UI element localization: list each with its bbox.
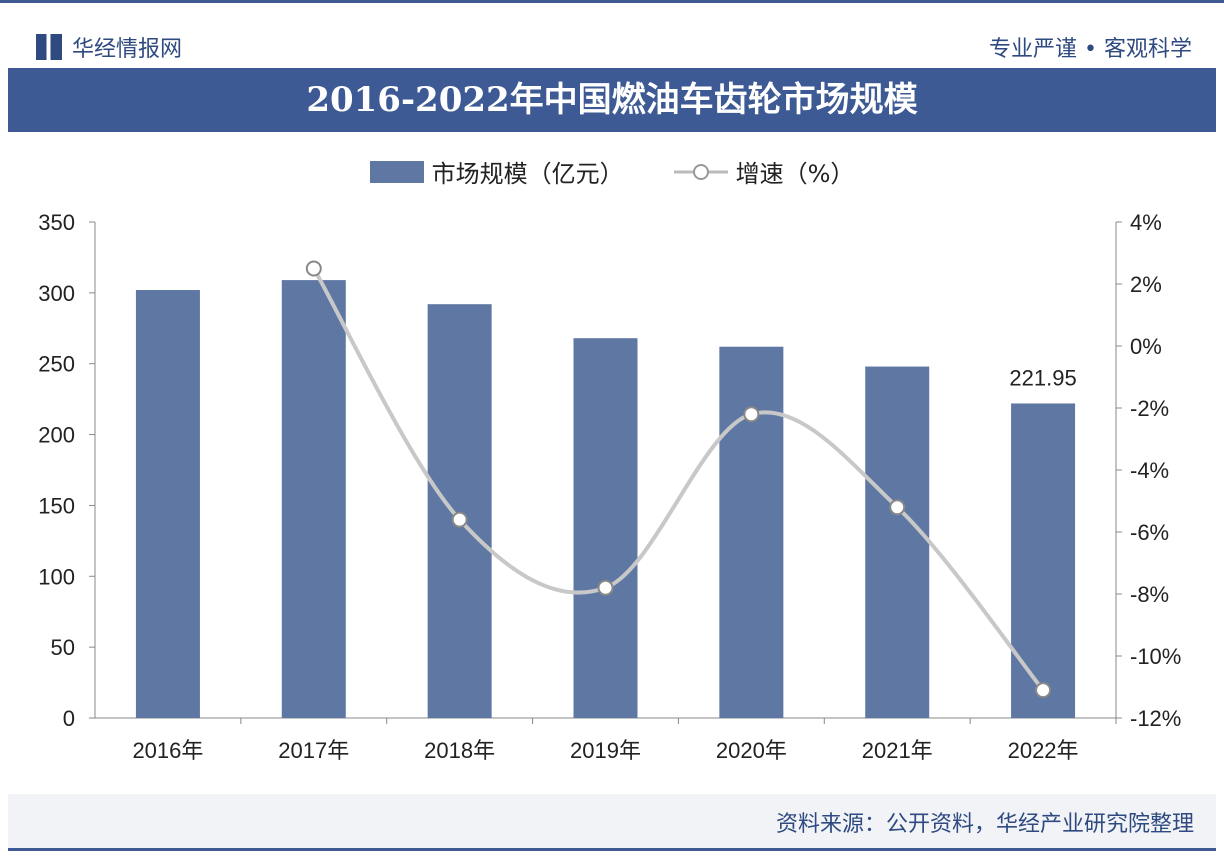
- left-tick-label: 150: [38, 493, 75, 518]
- slogan: 专业严谨 • 客观科学: [989, 37, 1192, 62]
- line-swatch: [673, 163, 728, 180]
- logo-icon: [36, 34, 62, 60]
- legend-bar-label: 市场规模（亿元）: [431, 160, 624, 188]
- right-tick-label: 2%: [1130, 272, 1162, 297]
- bar: [281, 280, 346, 718]
- logo-text: 华经情报网: [72, 37, 183, 62]
- left-tick-label: 250: [38, 352, 75, 377]
- growth-point: [1035, 682, 1052, 699]
- legend-line: 增速（%）: [673, 154, 855, 189]
- bar: [719, 346, 784, 718]
- x-tick-label: 2018年: [424, 738, 495, 763]
- left-tick-label: 350: [38, 210, 75, 235]
- growth-point: [743, 406, 760, 423]
- left-tick-label: 50: [51, 635, 75, 660]
- left-tick-label: 0: [63, 706, 75, 731]
- legend-line-label: 增速（%）: [735, 160, 855, 188]
- right-tick-label: -10%: [1130, 644, 1181, 669]
- source-note: 资料来源：公开资料，华经产业研究院整理: [775, 812, 1194, 837]
- legend-bar: 市场规模（亿元）: [369, 154, 624, 189]
- footer: 资料来源：公开资料，华经产业研究院整理: [8, 794, 1216, 851]
- growth-line: [312, 267, 1045, 692]
- x-tick-label: 2022年: [1008, 738, 1079, 763]
- chart-title: 2016-2022年中国燃油车齿轮市场规模: [8, 68, 1216, 132]
- growth-point: [889, 499, 906, 516]
- growth-point: [305, 260, 322, 277]
- x-tick-label: 2016年: [132, 738, 203, 763]
- right-tick-label: -6%: [1130, 520, 1169, 545]
- x-tick-label: 2020年: [716, 738, 787, 763]
- x-tick-label: 2021年: [862, 738, 933, 763]
- bar: [1011, 403, 1076, 718]
- bar: [573, 338, 638, 718]
- growth-point: [597, 579, 614, 596]
- left-tick-label: 100: [38, 564, 75, 589]
- left-tick-label: 300: [38, 281, 75, 306]
- right-tick-label: -8%: [1130, 582, 1169, 607]
- bar: [865, 366, 930, 718]
- data-label: 221.95: [1009, 365, 1076, 390]
- bar: [135, 290, 200, 718]
- logo: 华经情报网: [36, 31, 182, 63]
- right-tick-label: -2%: [1130, 396, 1169, 421]
- right-tick-label: -12%: [1130, 706, 1181, 731]
- bar-swatch: [369, 160, 424, 183]
- legend: 市场规模（亿元） 增速（%）: [0, 154, 1224, 189]
- left-tick-label: 200: [38, 423, 75, 448]
- bar: [427, 304, 492, 718]
- growth-point: [451, 511, 468, 528]
- x-tick-label: 2017年: [278, 738, 349, 763]
- x-tick-label: 2019年: [570, 738, 641, 763]
- right-tick-label: 4%: [1130, 210, 1162, 235]
- right-tick-label: -4%: [1130, 458, 1169, 483]
- right-tick-label: 0%: [1130, 334, 1162, 359]
- header-bar: 华经情报网 专业严谨 • 客观科学: [0, 0, 1224, 69]
